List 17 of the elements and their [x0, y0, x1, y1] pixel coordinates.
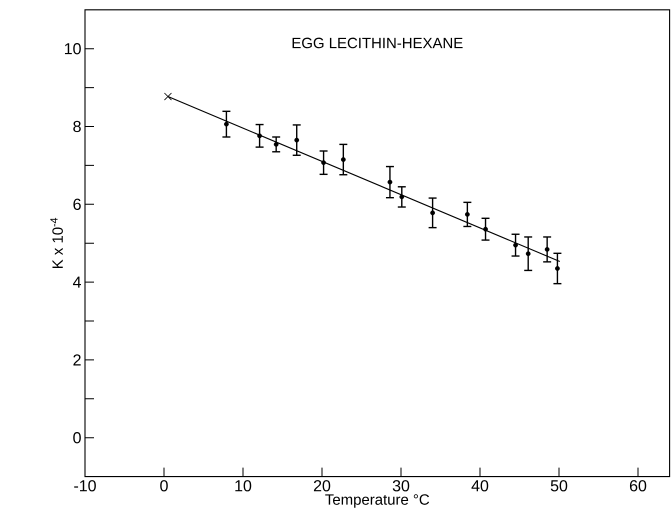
x-tick-label: 40: [471, 480, 488, 492]
y-tick-label: 0: [73, 432, 81, 444]
y-tick-label: 6: [73, 198, 81, 210]
x-tick-label: 10: [235, 480, 252, 492]
x-tick-label: 0: [160, 480, 168, 492]
text: EGG LECITHIN-HEXANE: [292, 38, 463, 48]
y-tick-label: 8: [73, 120, 81, 132]
x-axis-title: Temperature °C: [325, 494, 430, 508]
x-tick-label: 20: [314, 480, 330, 492]
x-tick-label: 30: [392, 480, 410, 492]
x-tick-label: 60: [630, 480, 646, 492]
y-tick-label: 2: [73, 354, 81, 366]
x-tick-label: -10: [74, 480, 96, 492]
y-tick-label: 10: [64, 43, 81, 54]
x-tick-label: 50: [550, 480, 568, 492]
y-axis-title: K x 10$^{-4}$: [50, 218, 63, 268]
y-tick-label: 4: [72, 276, 82, 288]
